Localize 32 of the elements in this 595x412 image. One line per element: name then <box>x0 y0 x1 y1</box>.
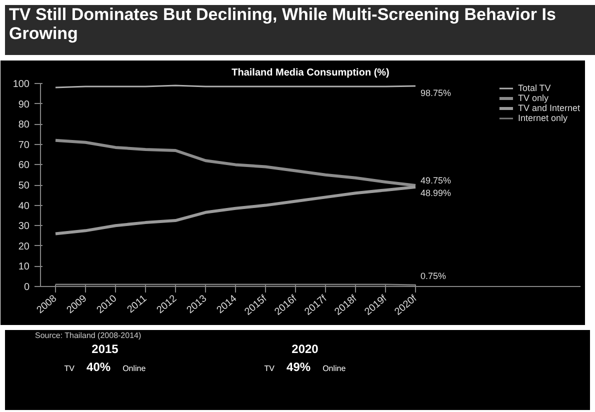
chart-title: TV Still Dominates But Declining, While Multi-Screening Behavior Is Growing <box>9 5 556 43</box>
y-tick-label: 60 <box>18 160 30 172</box>
line-series <box>54 138 417 188</box>
legend-label: TV and Internet <box>518 103 580 113</box>
text: 2020 <box>290 341 320 358</box>
y-tick-label: 50 <box>18 180 30 192</box>
data-label: 98.75% <box>420 88 452 98</box>
y-tick-label: 40 <box>18 200 30 212</box>
legend-label: Total TV <box>518 83 551 93</box>
text: TV <box>264 364 275 373</box>
y-tick-label: 0 <box>24 282 30 293</box>
source-note: Source: Thailand (2008-2014) <box>34 330 142 342</box>
text: 40% <box>86 360 111 374</box>
text: 2015 <box>90 341 120 358</box>
y-tick-label: 70 <box>18 140 30 151</box>
chart-subtitle: Thailand Media Consumption (%) <box>232 68 390 78</box>
data-label: 49.75% <box>420 176 452 186</box>
y-tick-label: 80 <box>18 120 30 131</box>
data-label: 0.75% <box>420 270 446 281</box>
line-series <box>54 186 417 236</box>
y-tick-label: 20 <box>18 241 30 252</box>
text: 49% <box>286 360 311 374</box>
y-tick-label: 10 <box>18 262 30 273</box>
text: TV <box>64 364 75 373</box>
text: Online <box>322 364 346 373</box>
y-tick-label: 100 <box>12 79 30 90</box>
legend-label: TV only <box>518 93 548 103</box>
y-tick-label: 90 <box>18 99 30 110</box>
y-tick-label: 30 <box>18 221 30 232</box>
text: Online <box>122 364 146 373</box>
data-label: 48.99% <box>420 188 452 198</box>
legend-label: Internet only <box>518 113 568 123</box>
